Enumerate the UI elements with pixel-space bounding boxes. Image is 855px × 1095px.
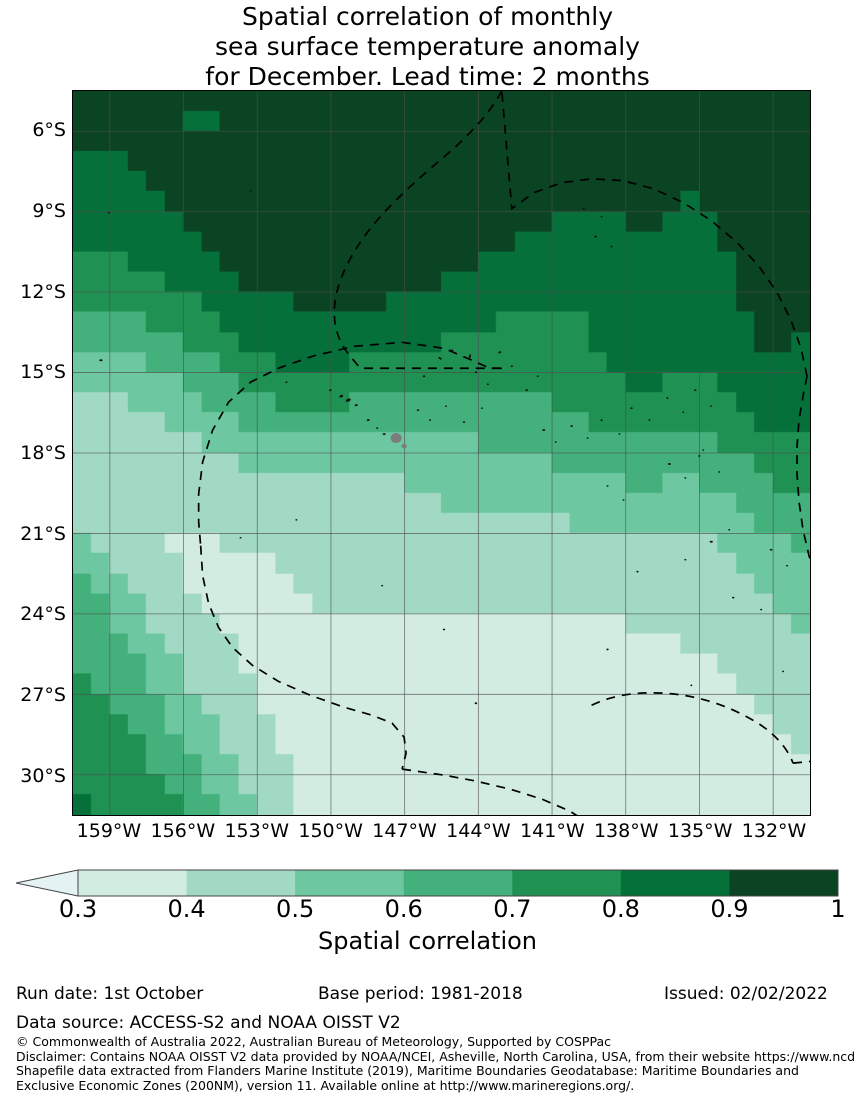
eez-boundary	[197, 91, 810, 815]
chart-title-line-3: for December. Lead time: 2 months	[205, 62, 650, 91]
x-tick-label: 153°W	[224, 820, 290, 842]
shapefile-note-text: Shapefile data extracted from Flanders M…	[16, 1063, 799, 1093]
colorbar-swatches	[15, 869, 839, 897]
x-tick-label: 132°W	[741, 820, 807, 842]
x-tick-label: 144°W	[446, 820, 511, 842]
map-vector-overlay	[73, 91, 810, 815]
colorbar-extend-min-arrow	[15, 869, 79, 897]
data-source-text: Data source: ACCESS-S2 and NOAA OISST V2	[16, 1013, 401, 1033]
issued-date-text: Issued: 02/02/2022	[664, 984, 828, 1004]
colorbar-swatch	[295, 870, 405, 896]
metadata-row: Run date: 1st October Base period: 1981-…	[0, 983, 855, 1007]
x-tick-label: 159°W	[76, 820, 142, 842]
colorbar-swatch	[78, 870, 188, 896]
colorbar-swatch	[729, 870, 839, 896]
colorbar-swatch	[186, 870, 296, 896]
x-axis-tick-labels: 159°W 156°W 153°W 150°W 147°W 144°W 141°W 138°W…	[0, 822, 855, 848]
island-polygons	[99, 189, 789, 705]
y-tick-label: 15°S	[20, 361, 66, 384]
colorbar-tick-label: 0.4	[167, 895, 206, 923]
y-tick-label: 27°S	[20, 684, 66, 706]
y-tick-label: 24°S	[20, 603, 66, 626]
fineprint-block: © Commonwealth of Australia 2022, Austra…	[16, 1034, 855, 1093]
x-tick-label: 135°W	[667, 820, 733, 842]
y-tick-label: 6°S	[32, 119, 66, 142]
map-plot-area	[72, 90, 811, 816]
colorbar-tick-label: 0.9	[710, 895, 749, 923]
colorbar-title: Spatial correlation	[317, 927, 538, 955]
y-tick-label: 9°S	[32, 200, 66, 222]
y-tick-label: 30°S	[20, 764, 66, 787]
chart-title: Spatial correlation of monthly sea surfa…	[0, 0, 855, 92]
y-tick-label: 12°S	[20, 280, 66, 303]
x-tick-label: 150°W	[298, 820, 363, 842]
colorbar-tick-label: 1	[830, 895, 846, 923]
x-tick-label: 138°W	[593, 820, 659, 842]
colorbar-swatch	[620, 870, 730, 896]
run-date-text: Run date: 1st October	[16, 984, 204, 1004]
map-gridlines	[73, 91, 810, 815]
chart-title-line-2: sea surface temperature anomaly	[215, 32, 640, 61]
x-tick-label: 156°W	[150, 820, 216, 842]
colorbar-tick-labels: 0.3 0.4 0.5 0.6 0.7 0.8 0.9 1	[0, 896, 855, 926]
colorbar-swatch	[512, 870, 622, 896]
y-tick-label: 18°S	[20, 442, 66, 464]
disclaimer-text: Disclaimer: Contains NOAA OISST V2 data …	[16, 1048, 855, 1064]
colorbar	[0, 866, 855, 908]
colorbar-tick-label: 0.8	[601, 895, 640, 923]
chart-title-line-1: Spatial correlation of monthly	[241, 2, 614, 31]
copyright-text: © Commonwealth of Australia 2022, Austra…	[16, 1034, 611, 1049]
colorbar-tick-label: 0.6	[384, 895, 423, 923]
y-axis-tick-labels: 6°S 9°S 12°S 15°S 18°S 21°S 24°S 27°S 30°S	[0, 0, 66, 1095]
colorbar-tick-label: 0.7	[493, 895, 532, 923]
x-tick-label: 147°W	[372, 820, 437, 842]
colorbar-swatch	[403, 870, 513, 896]
x-tick-label: 141°W	[520, 820, 585, 842]
base-period-text: Base period: 1981-2018	[318, 984, 523, 1004]
colorbar-tick-label: 0.3	[58, 895, 98, 923]
colorbar-tick-label: 0.5	[276, 895, 315, 923]
y-tick-label: 21°S	[20, 522, 66, 545]
